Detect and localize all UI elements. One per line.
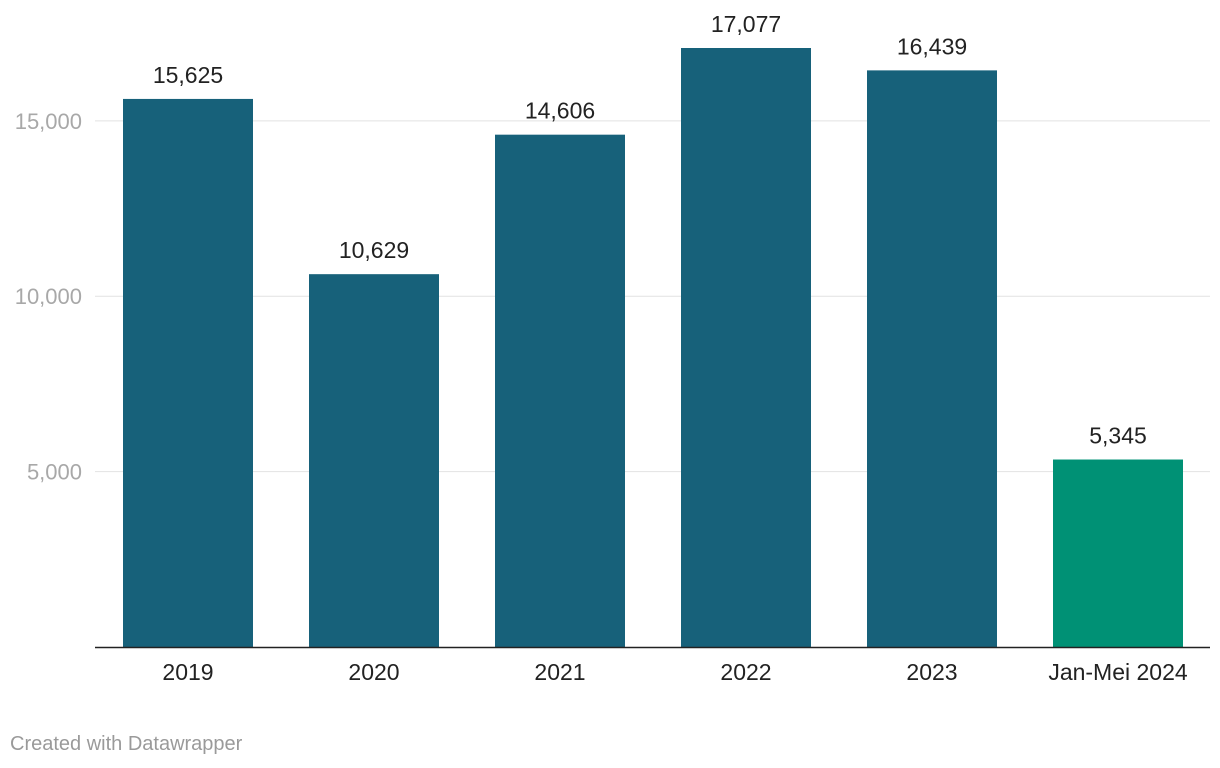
bar-6	[1053, 459, 1183, 647]
y-axis-ticks: 5,000 10,000 15,000	[15, 109, 82, 485]
x-tick-label-4: 2022	[720, 659, 771, 685]
x-tick-label-2: 2020	[348, 659, 399, 685]
x-tick-label-3: 2021	[534, 659, 585, 685]
y-tick-label: 5,000	[27, 460, 82, 485]
data-label-2: 10,629	[339, 237, 409, 263]
footer-credit: Created with Datawrapper	[10, 733, 243, 755]
x-axis-ticks: 2019 2020 2021 2022 2023 Jan-Mei 2024	[162, 659, 1187, 685]
data-label-5: 16,439	[897, 33, 967, 59]
x-tick-label-5: 2023	[906, 659, 957, 685]
bar-3	[495, 134, 625, 647]
data-label-6: 5,345	[1089, 423, 1147, 449]
y-tick-label: 10,000	[15, 284, 82, 309]
data-labels: 15,625 10,629 14,606 17,077 16,439 5,345	[153, 11, 1147, 449]
x-tick-label-6: Jan-Mei 2024	[1048, 659, 1188, 685]
bar-5	[867, 70, 997, 647]
data-label-1: 15,625	[153, 62, 223, 88]
x-tick-label-1: 2019	[162, 659, 213, 685]
bar-1	[123, 98, 253, 647]
gridlines	[95, 120, 1210, 473]
data-label-3: 14,606	[525, 98, 595, 124]
y-tick-label: 15,000	[15, 109, 82, 134]
bars	[123, 48, 1183, 647]
bar-2	[309, 274, 439, 647]
data-label-4: 17,077	[711, 11, 781, 37]
bar-4	[681, 48, 811, 647]
